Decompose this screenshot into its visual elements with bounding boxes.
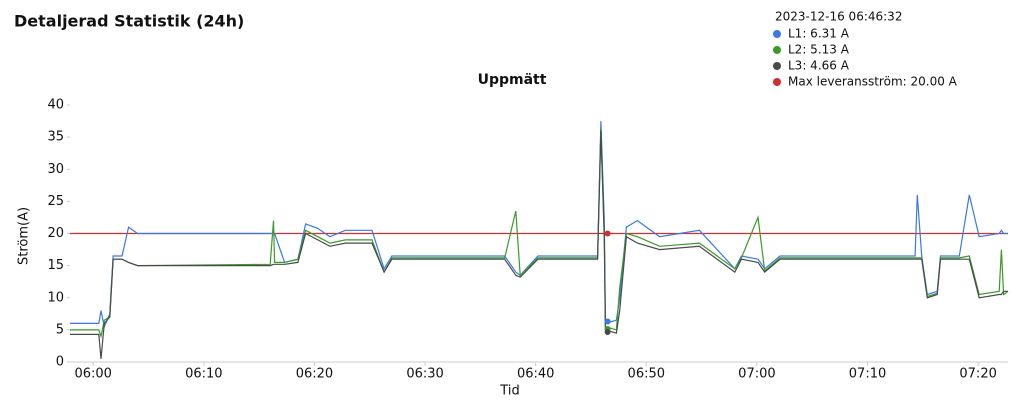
x-tick-label: 06:20: [296, 367, 333, 382]
series-line: [70, 130, 1008, 359]
series-line: [70, 127, 1009, 339]
legend-dot: [773, 46, 781, 54]
legend-label: L1: 6.31 A: [788, 27, 850, 41]
x-tick-label: 06:30: [406, 367, 443, 382]
y-axis-label: Ström(A): [17, 207, 32, 265]
y-tick-label: 25: [47, 194, 64, 209]
legend-label: Max leveransström: 20.00 A: [788, 75, 958, 89]
page-title: Detaljerad Statistik (24h): [14, 12, 244, 31]
legend-dot: [773, 62, 781, 70]
hover-dot: [604, 318, 611, 325]
legend-label: L2: 5.13 A: [788, 43, 850, 57]
y-tick-label: 35: [47, 130, 64, 145]
y-tick-label: 10: [47, 290, 64, 305]
x-tick-label: 06:50: [628, 367, 665, 382]
y-tick-label: 5: [56, 322, 64, 337]
y-tick-label: 0: [56, 355, 64, 370]
y-tick-label: 15: [47, 258, 64, 273]
legend-time: 2023-12-16 06:46:32: [775, 10, 902, 24]
x-tick-label: 07:00: [738, 367, 775, 382]
x-tick-label: 06:40: [517, 367, 554, 382]
x-tick-label: 06:00: [74, 367, 111, 382]
series-line: [70, 121, 1008, 329]
legend-label: L3: 4.66 A: [788, 59, 850, 73]
x-tick-label: 07:10: [849, 367, 886, 382]
hover-dot: [604, 329, 611, 336]
hover-dot: [604, 230, 611, 237]
x-axis-label: Tid: [499, 384, 519, 399]
y-tick-label: 40: [47, 98, 64, 113]
x-tick-label: 06:10: [185, 367, 222, 382]
y-tick-label: 30: [47, 162, 64, 177]
y-tick-label: 20: [47, 226, 64, 241]
legend-dot: [773, 78, 781, 86]
x-tick-label: 07:20: [959, 367, 996, 382]
chart-title: Uppmätt: [478, 72, 547, 88]
legend-dot: [773, 30, 781, 38]
